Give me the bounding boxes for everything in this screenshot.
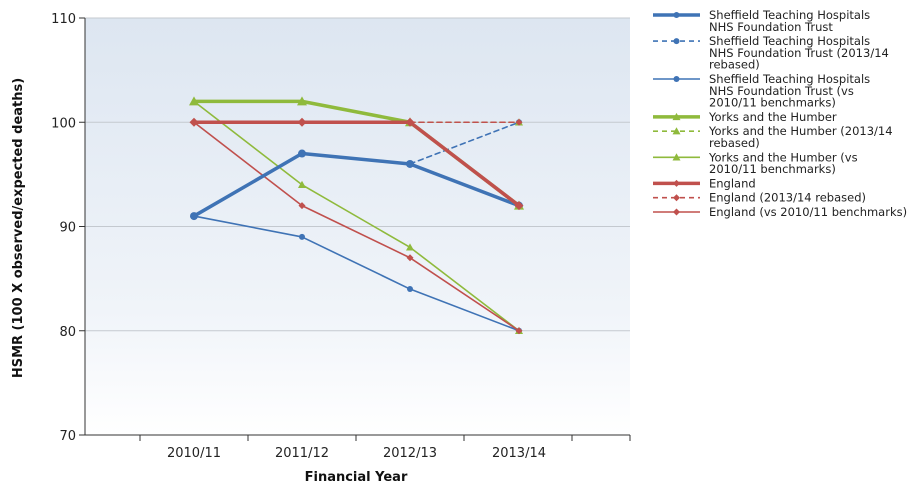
- data-point: [189, 96, 199, 106]
- series-line: [192, 120, 521, 208]
- data-point: [406, 243, 414, 251]
- legend-label: rebased): [709, 136, 760, 150]
- x-tick-label: 2012/13: [383, 446, 437, 461]
- y-tick-label: 110: [51, 12, 76, 27]
- legend-label: England: [709, 176, 756, 190]
- legend-item: England: [653, 176, 756, 190]
- data-point: [190, 212, 198, 221]
- data-point: [515, 118, 523, 126]
- y-tick-label: 70: [59, 429, 76, 444]
- x-tick-label: 2013/14: [492, 446, 546, 461]
- legend-label: rebased): [709, 58, 760, 72]
- data-point: [405, 117, 415, 127]
- y-tick-label: 90: [59, 221, 76, 236]
- data-point: [673, 12, 680, 18]
- data-point: [672, 153, 681, 161]
- data-point: [673, 194, 680, 202]
- data-point: [297, 96, 307, 106]
- data-point: [299, 233, 305, 240]
- data-point: [298, 202, 306, 210]
- data-point: [672, 127, 681, 135]
- series-line: [193, 121, 520, 332]
- data-point: [673, 76, 680, 82]
- legend-label: Yorks and the Humber (2013/14: [708, 124, 893, 138]
- data-point: [406, 159, 414, 168]
- axes: 70 80 90 100 110 2010/11 2011/12 2012/13 2013/14: [51, 12, 631, 461]
- y-tick-label: 100: [51, 116, 76, 131]
- data-point: [673, 208, 680, 216]
- x-axis-title: Financial Year: [305, 470, 408, 484]
- legend-label: Sheffield Teaching Hospitals: [709, 34, 870, 48]
- data-point: [406, 254, 414, 262]
- legend-label: England (2013/14 rebased): [709, 191, 866, 205]
- series-line: [192, 151, 521, 218]
- data-point: [672, 112, 681, 121]
- y-tick-label: 80: [59, 325, 76, 340]
- data-point: [515, 327, 523, 335]
- legend-label: NHS Foundation Trust (vs: [709, 84, 854, 98]
- legend-item: Yorks and the Humber: [653, 110, 837, 124]
- legend-label: Yorks and the Humber (vs: [708, 150, 858, 164]
- legend-label: 2010/11 benchmarks): [709, 96, 836, 110]
- series-line: [193, 215, 520, 332]
- legend-label: 2010/11 benchmarks): [709, 162, 836, 176]
- data-point: [298, 149, 306, 158]
- legend-label: Sheffield Teaching Hospitals: [709, 8, 870, 22]
- data-point: [189, 117, 199, 127]
- x-tick-label: 2010/11: [167, 446, 221, 461]
- data-point: [673, 38, 680, 45]
- legend-label: England (vs 2010/11 benchmarks): [709, 205, 907, 219]
- data-point: [407, 286, 413, 293]
- legend-item: England (vs 2010/11 benchmarks): [653, 205, 907, 219]
- series-lines: [189, 96, 524, 335]
- series-line: [193, 100, 520, 332]
- legend-label: NHS Foundation Trust: [709, 20, 833, 34]
- series-line: [409, 121, 520, 165]
- legend-label: Sheffield Teaching Hospitals: [709, 72, 870, 86]
- x-tick-label: 2011/12: [275, 446, 329, 461]
- series-6: [189, 117, 524, 211]
- legend-item: England (2013/14 rebased): [653, 191, 866, 205]
- data-point: [673, 179, 680, 187]
- y-axis-title: HSMR (100 X observed/expected deaths): [11, 78, 26, 378]
- legend-label: Yorks and the Humber: [708, 110, 837, 124]
- data-point: [298, 180, 306, 188]
- legend-label: NHS Foundation Trust (2013/14: [709, 46, 889, 60]
- data-point: [297, 117, 307, 127]
- data-point: [514, 201, 524, 211]
